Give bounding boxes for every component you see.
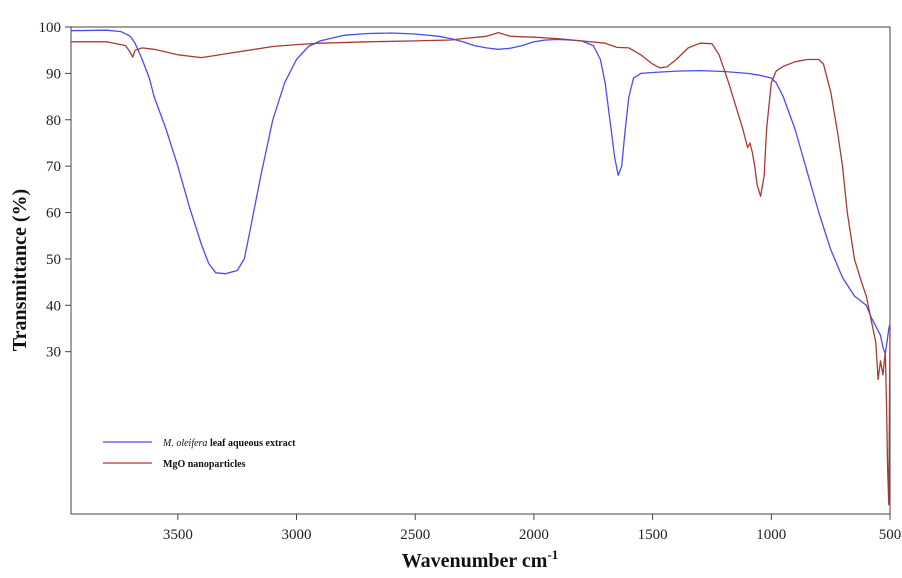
x-axis-ticks: 3500 3000 2500 2000 1500 1000 500: [163, 514, 901, 543]
y-tick-label: 90: [46, 66, 61, 82]
x-axis-title-superscript: -1: [547, 547, 558, 562]
y-tick-label: 60: [46, 206, 61, 222]
x-tick-label: 1000: [756, 527, 786, 543]
y-tick-label: 30: [46, 345, 61, 361]
series-line-extract: [70, 29, 891, 355]
x-axis-title: Wavenumber cm-1: [402, 547, 559, 572]
legend: M. oleifera leaf aqueous extract MgO nan…: [103, 438, 296, 470]
y-tick-label: 70: [46, 159, 61, 175]
x-tick-label: 2000: [519, 527, 549, 543]
x-tick-label: 1500: [638, 527, 668, 543]
legend-label-mgo: MgO nanoparticles: [163, 459, 246, 470]
y-axis-title: Transmittance (%): [9, 189, 31, 351]
y-axis-ticks: 30 40 50 60 70 80 90 100: [39, 20, 71, 361]
legend-label-extract: M. oleifera leaf aqueous extract: [162, 438, 296, 449]
legend-label-extract-rest: leaf aqueous extract: [207, 438, 296, 449]
x-tick-label: 3500: [163, 527, 193, 543]
y-tick-label: 80: [46, 113, 61, 129]
series-layer: [70, 29, 891, 506]
y-tick-label: 50: [46, 252, 61, 268]
x-tick-label: 2500: [400, 527, 430, 543]
y-tick-label: 40: [46, 298, 61, 314]
x-axis-title-text: Wavenumber cm: [402, 550, 548, 572]
series-line-mgo: [71, 31, 891, 506]
x-tick-label: 3000: [282, 527, 312, 543]
y-tick-label: 100: [39, 20, 62, 36]
plot-frame: [70, 26, 891, 515]
legend-label-extract-italic: M. oleifera: [162, 438, 207, 449]
x-tick-label: 500: [879, 527, 902, 543]
